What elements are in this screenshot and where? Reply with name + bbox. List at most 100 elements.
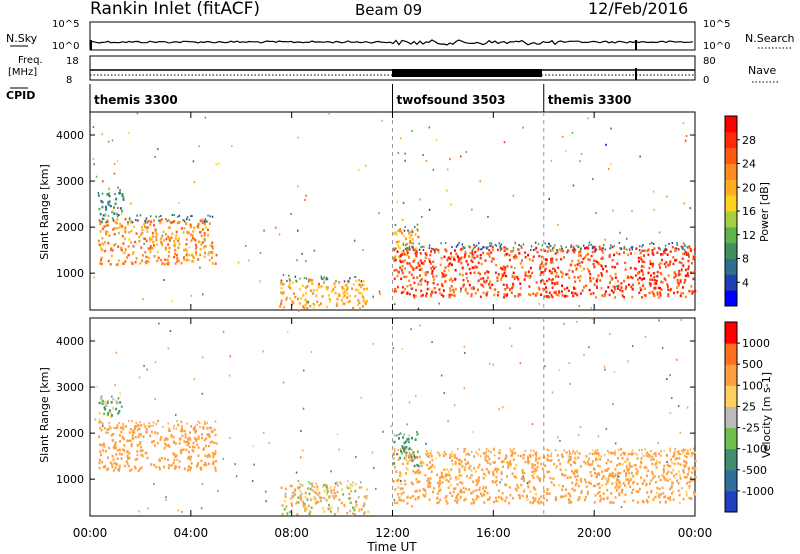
- echo-cell: [523, 278, 526, 281]
- echo-cell: [484, 474, 487, 477]
- echo-cell: [442, 295, 445, 298]
- echo-cell: [480, 262, 483, 266]
- echo-cell: [667, 292, 670, 296]
- noise-cell: [300, 429, 302, 432]
- echo-cell: [362, 299, 365, 303]
- echo-cell: [124, 425, 127, 428]
- noise-cell: [522, 475, 524, 478]
- echo-cell: [640, 257, 643, 261]
- echo-cell: [568, 498, 570, 501]
- echo-cell: [367, 510, 370, 513]
- noise-cell: [248, 259, 250, 262]
- echo-cell: [692, 257, 695, 261]
- echo-cell: [463, 491, 466, 494]
- echo-cell: [119, 392, 121, 395]
- echo-cell: [211, 256, 213, 260]
- echo-cell: [150, 238, 153, 241]
- echo-cell: [514, 451, 517, 454]
- echo-cell: [692, 466, 695, 469]
- echo-cell: [548, 470, 551, 473]
- echo-cell: [109, 411, 112, 414]
- echo-cell: [410, 241, 412, 244]
- echo-cell: [550, 294, 553, 297]
- echo-cell: [401, 260, 404, 263]
- echo-cell: [631, 491, 633, 494]
- echo-cell: [145, 217, 148, 220]
- echo-cell: [601, 470, 604, 473]
- echo-cell: [633, 464, 636, 467]
- echo-cell: [197, 226, 200, 229]
- echo-cell: [166, 262, 169, 265]
- echo-cell: [682, 252, 685, 255]
- echo-cell: [671, 242, 674, 244]
- echo-cell: [641, 245, 643, 248]
- echo-cell: [517, 278, 520, 281]
- echo-cell: [120, 405, 123, 408]
- echo-cell: [651, 249, 654, 252]
- echo-cell: [506, 286, 509, 289]
- echo-cell: [354, 275, 357, 278]
- echo-cell: [394, 256, 396, 259]
- y-tick-label: 4000: [56, 335, 84, 348]
- echo-cell: [101, 237, 104, 240]
- echo-cell: [417, 432, 419, 435]
- echo-cell: [466, 474, 469, 478]
- echo-cell: [109, 461, 112, 464]
- echo-cell: [204, 420, 206, 423]
- echo-cell: [443, 269, 446, 273]
- echo-cell: [458, 458, 460, 462]
- echo-cell: [569, 458, 572, 461]
- echo-cell: [495, 476, 498, 479]
- echo-cell: [110, 415, 112, 419]
- echo-cell: [647, 495, 650, 499]
- echo-cell: [133, 465, 136, 469]
- echo-cell: [540, 255, 543, 259]
- nave-tick-top: 80: [703, 56, 716, 67]
- echo-cell: [135, 232, 138, 235]
- echo-cell: [673, 291, 675, 295]
- echo-cell: [440, 474, 443, 477]
- echo-cell: [639, 245, 641, 248]
- echo-cell: [589, 482, 592, 485]
- echo-cell: [611, 265, 614, 269]
- echo-cell: [580, 491, 583, 494]
- echo-cell: [402, 242, 405, 245]
- noise-cell: [177, 509, 180, 512]
- echo-cell: [437, 481, 439, 485]
- echo-cell: [155, 238, 158, 242]
- echo-cell: [577, 259, 580, 262]
- echo-cell: [130, 444, 133, 448]
- echo-cell: [467, 462, 470, 465]
- echo-cell: [626, 458, 629, 461]
- echo-cell: [197, 258, 200, 261]
- echo-cell: [164, 442, 167, 445]
- echo-cell: [336, 297, 339, 301]
- echo-cell: [678, 261, 681, 264]
- echo-cell: [349, 501, 352, 504]
- echo-cell: [472, 287, 475, 290]
- echo-cell: [614, 296, 616, 299]
- power-colorbar-tick-label: 24: [742, 158, 756, 171]
- echo-cell: [343, 288, 346, 291]
- echo-cell: [210, 426, 212, 430]
- echo-cell: [404, 248, 407, 250]
- noise-cell: [222, 330, 225, 333]
- echo-cell: [464, 288, 467, 292]
- noise-cell: [666, 461, 668, 463]
- echo-cell: [614, 276, 617, 279]
- noise-cell: [263, 432, 265, 434]
- echo-cell: [453, 487, 455, 490]
- noise-cell: [107, 432, 110, 434]
- echo-cell: [353, 513, 356, 516]
- echo-cell: [654, 463, 657, 466]
- noise-cell: [92, 126, 95, 129]
- echo-cell: [687, 252, 689, 255]
- echo-cell: [502, 265, 505, 268]
- echo-cell: [447, 486, 450, 489]
- echo-cell: [632, 283, 635, 287]
- echo-cell: [679, 280, 682, 284]
- echo-cell: [659, 294, 662, 297]
- echo-cell: [569, 476, 572, 479]
- echo-cell: [564, 474, 567, 477]
- echo-cell: [394, 287, 397, 291]
